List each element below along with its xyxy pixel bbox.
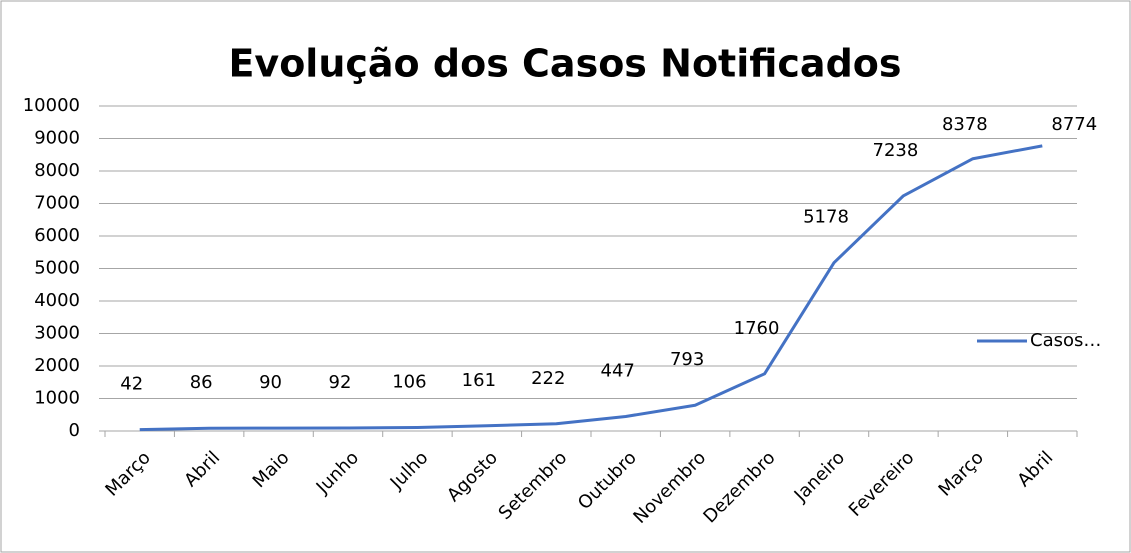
line <box>139 144 1043 432</box>
data-label: 90 <box>259 372 282 393</box>
y-tick-label: 0 <box>69 420 80 441</box>
y-tick-label: 1000 <box>34 388 80 409</box>
data-label: 222 <box>531 368 565 389</box>
y-tick-label: 8000 <box>34 160 80 181</box>
y-tick-label: 7000 <box>34 193 80 214</box>
legend-label: Casos… <box>1030 330 1101 351</box>
data-label: 447 <box>601 360 635 381</box>
y-tick-label: 10000 <box>23 95 80 116</box>
data-label: 5178 <box>803 207 849 228</box>
data-label: 8378 <box>942 114 988 135</box>
y-tick-label: 2000 <box>34 355 80 376</box>
data-label: 106 <box>392 372 426 393</box>
data-label: 793 <box>670 349 704 370</box>
chart-title: Evolução dos Casos Notificados <box>228 42 901 86</box>
data-label: 8774 <box>1051 114 1097 135</box>
y-tick-label: 3000 <box>34 323 80 344</box>
data-label: 1760 <box>734 318 780 339</box>
y-tick-label: 9000 <box>34 128 80 149</box>
data-label: 42 <box>120 374 143 395</box>
y-tick-label: 4000 <box>34 290 80 311</box>
data-label: 161 <box>462 370 496 391</box>
data-label: 92 <box>329 372 352 393</box>
data-label: 7238 <box>873 140 919 161</box>
y-tick-label: 5000 <box>34 258 80 279</box>
y-tick-label: 6000 <box>34 225 80 246</box>
data-label: 86 <box>190 372 213 393</box>
